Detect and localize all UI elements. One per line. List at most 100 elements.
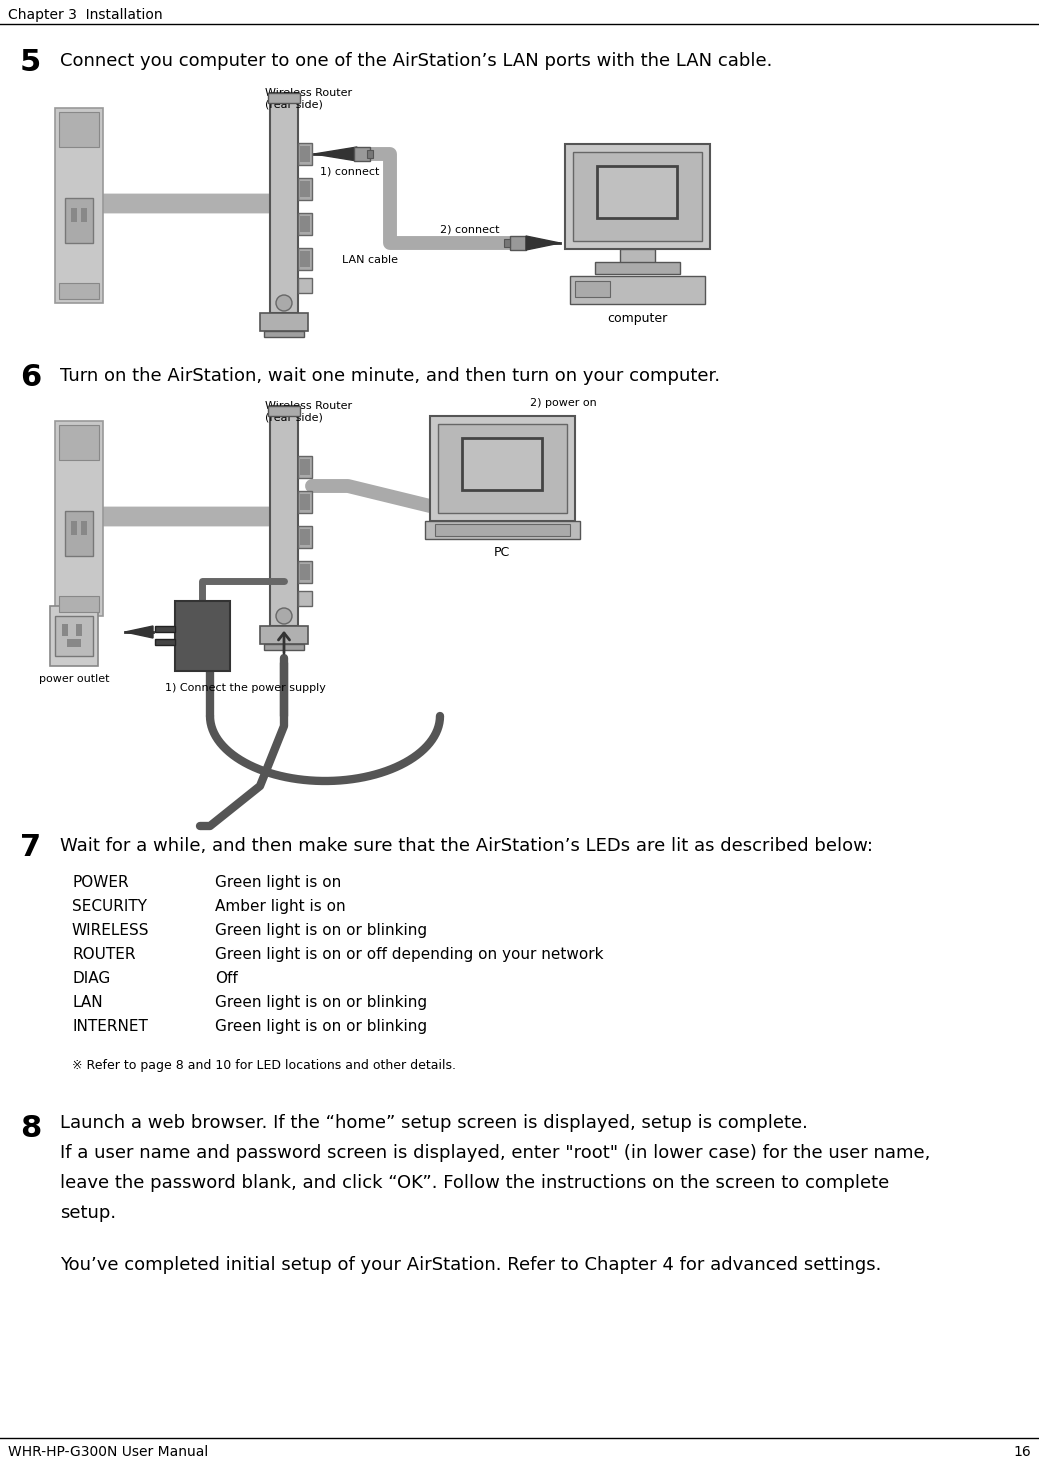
Bar [298, 279, 312, 293]
Bar [268, 93, 300, 104]
Bar [155, 639, 175, 645]
Bar [298, 492, 312, 514]
Bar [76, 624, 82, 636]
Polygon shape [526, 236, 560, 249]
Text: 1) Connect the power supply: 1) Connect the power supply [165, 683, 326, 693]
Bar [300, 530, 310, 546]
Text: 6: 6 [20, 363, 42, 392]
Text: LAN: LAN [72, 995, 103, 1010]
Text: 2) connect: 2) connect [439, 225, 500, 235]
Text: Wait for a while, and then make sure that the AirStation’s LEDs are lit as descr: Wait for a while, and then make sure tha… [60, 837, 873, 855]
Bar [270, 406, 298, 626]
Text: Amber light is on: Amber light is on [215, 899, 346, 913]
Text: 5: 5 [20, 48, 42, 77]
Text: If a user name and password screen is displayed, enter "root" (in lower case) fo: If a user name and password screen is di… [60, 1144, 930, 1161]
Text: WHR-HP-G300N User Manual: WHR-HP-G300N User Manual [8, 1444, 208, 1459]
Bar [300, 495, 310, 511]
Polygon shape [125, 626, 153, 638]
Bar [71, 209, 77, 222]
Bar [81, 521, 87, 535]
Bar [50, 605, 98, 665]
Bar [298, 457, 312, 479]
Bar [59, 112, 99, 147]
Text: Green light is on: Green light is on [215, 875, 341, 890]
Bar [155, 626, 175, 632]
Text: Green light is on or blinking: Green light is on or blinking [215, 995, 427, 1010]
Bar [270, 93, 298, 314]
Bar [71, 521, 77, 535]
Text: Connect you computer to one of the AirStation’s LAN ports with the LAN cable.: Connect you computer to one of the AirSt… [60, 53, 772, 70]
Bar [300, 181, 310, 197]
Text: 1) connect: 1) connect [320, 166, 379, 177]
Bar [504, 239, 510, 247]
Text: POWER: POWER [72, 875, 129, 890]
Text: SECURITY: SECURITY [72, 899, 146, 913]
Bar [620, 249, 655, 264]
Text: Green light is on or blinking: Green light is on or blinking [215, 1018, 427, 1034]
Bar [298, 143, 312, 165]
Bar [298, 213, 312, 235]
Bar [435, 524, 570, 535]
Bar [575, 282, 610, 298]
Text: ※ Refer to page 8 and 10 for LED locations and other details.: ※ Refer to page 8 and 10 for LED locatio… [72, 1059, 456, 1072]
Bar [300, 251, 310, 267]
Bar [59, 283, 99, 299]
Text: Turn on the AirStation, wait one minute, and then turn on your computer.: Turn on the AirStation, wait one minute,… [60, 368, 720, 385]
Text: 16: 16 [1013, 1444, 1031, 1459]
Bar [367, 150, 373, 158]
Text: Chapter 3  Installation: Chapter 3 Installation [8, 7, 163, 22]
Bar [298, 248, 312, 270]
Circle shape [276, 295, 292, 311]
Bar [300, 565, 310, 581]
Bar [298, 178, 312, 200]
Bar [65, 198, 94, 244]
Text: 7: 7 [20, 833, 42, 862]
Text: OFF: OFF [610, 188, 665, 212]
Circle shape [276, 608, 292, 624]
Bar [264, 643, 304, 651]
Bar [298, 562, 312, 584]
Text: 8: 8 [20, 1115, 42, 1142]
Bar [66, 639, 81, 646]
Bar [62, 624, 68, 636]
Bar [354, 147, 370, 160]
Bar [268, 406, 300, 416]
Text: PC: PC [494, 546, 510, 559]
Bar [510, 236, 526, 249]
Bar [300, 460, 310, 476]
Polygon shape [314, 147, 357, 160]
Bar [300, 216, 310, 232]
Bar [595, 263, 680, 274]
Text: DIAG: DIAG [72, 972, 110, 986]
Text: You’ve completed initial setup of your AirStation. Refer to Chapter 4 for advanc: You’ve completed initial setup of your A… [60, 1256, 881, 1274]
Bar [264, 331, 304, 337]
Text: Green light is on or off depending on your network: Green light is on or off depending on yo… [215, 947, 604, 961]
Bar [438, 425, 567, 514]
Text: computer: computer [607, 312, 667, 325]
Bar [565, 144, 710, 249]
Bar [59, 425, 99, 460]
Bar [260, 314, 308, 331]
Bar [570, 276, 705, 303]
Text: INTERNET: INTERNET [72, 1018, 148, 1034]
Bar [81, 209, 87, 222]
Bar [55, 616, 94, 657]
Bar [462, 438, 542, 490]
Bar [572, 152, 702, 241]
Bar [597, 166, 677, 217]
Bar [260, 626, 308, 643]
Text: setup.: setup. [60, 1204, 116, 1223]
Text: Wireless Router
(rear side): Wireless Router (rear side) [265, 88, 352, 109]
Bar [55, 108, 103, 303]
Text: Green light is on or blinking: Green light is on or blinking [215, 924, 427, 938]
Text: ON: ON [481, 460, 523, 484]
Bar [59, 595, 99, 611]
Text: 2) power on: 2) power on [530, 398, 596, 409]
Bar [425, 521, 580, 538]
Bar [430, 416, 575, 521]
Bar [298, 591, 312, 605]
Text: leave the password blank, and click “OK”. Follow the instructions on the screen : leave the password blank, and click “OK”… [60, 1174, 889, 1192]
Text: WIRELESS: WIRELESS [72, 924, 150, 938]
Text: LAN cable: LAN cable [342, 255, 398, 266]
Bar [175, 601, 230, 671]
